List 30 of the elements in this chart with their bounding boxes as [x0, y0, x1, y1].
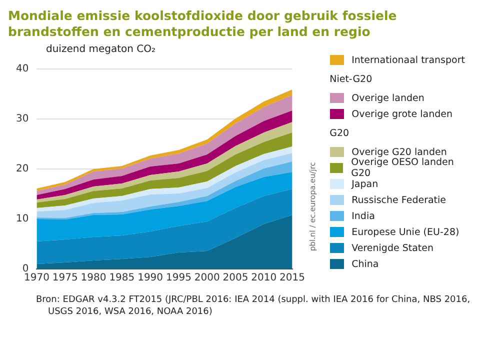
legend-label: Europese Unie (EU-28) — [352, 226, 460, 238]
x-tick-label: 2000 — [194, 272, 220, 284]
y-tick-label: 20 — [16, 164, 29, 175]
x-tick-label: 1975 — [52, 272, 78, 284]
legend-label: Japan — [352, 178, 378, 190]
x-tick-label: 1990 — [138, 272, 164, 284]
legend-label: Overige OESO landen G20 — [351, 157, 455, 179]
legend-label: Russische Federatie — [352, 194, 446, 206]
legend-label: India — [352, 210, 375, 222]
text: G20 — [330, 128, 350, 141]
text: Niet-G20 — [330, 74, 374, 87]
text: Bron: EDGAR v4.3.2 FT2015 (JRC/PBL 2016: IEA 2014 (suppl. with IEA 2016 for China, NBS 2016, USGS 2016, WSA 2016, NOAA 2016) — [35, 294, 472, 318]
y-tick-label: 30 — [16, 114, 29, 125]
x-tick-label: 1995 — [166, 272, 192, 284]
y-tick-label: 40 — [16, 64, 29, 75]
x-tick-label: 1970 — [24, 272, 50, 284]
legend-label: Overige G20 landen — [352, 146, 447, 158]
legend-label: Overige landen — [352, 92, 424, 104]
x-tick-label: 2015 — [280, 272, 305, 284]
legend-label: Overige grote landen — [352, 108, 453, 120]
x-tick-label: 1980 — [80, 272, 106, 284]
legend-label: Internationaal transport — [352, 54, 465, 66]
legend-label: Verenigde Staten — [352, 242, 434, 254]
legend-label: China — [352, 258, 379, 270]
chart-title: Mondiale emissie koolstofdioxide door gebruik fossiele brandstoffen en cementproductie per land en regio — [8, 8, 398, 40]
x-tick-label: 2005 — [222, 272, 248, 284]
y-axis-title: duizend megaton CO₂ — [46, 44, 157, 55]
y-tick-label: 10 — [16, 214, 29, 225]
x-tick-label: 1985 — [109, 272, 135, 284]
x-tick-label: 2010 — [251, 272, 277, 284]
